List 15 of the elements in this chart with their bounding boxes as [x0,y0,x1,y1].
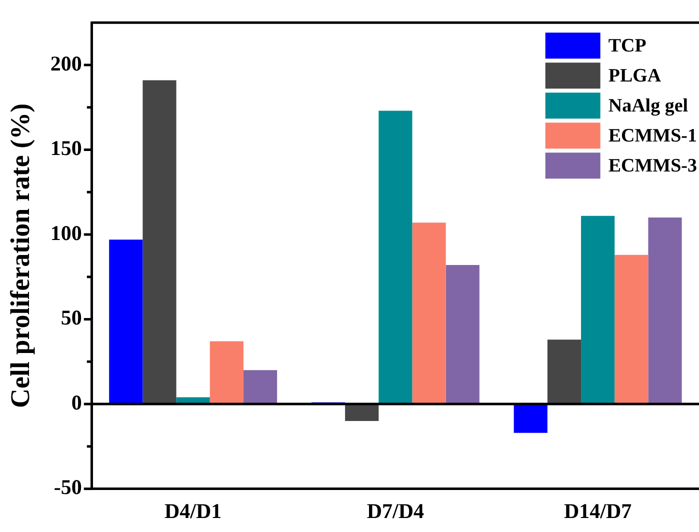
legend-label: TCP [608,36,647,57]
y-tick-label: 200 [50,51,82,76]
y-tick-label: 150 [50,136,82,160]
y-tick-label: -50 [54,475,82,500]
x-tick-label: D4/D1 [164,498,222,523]
legend-label: ECMMS-1 [608,126,697,147]
legend-label: NaAlg gel [608,96,688,117]
y-tick-label: 100 [50,220,82,245]
legend-label: ECMMS-3 [608,156,697,177]
x-tick-label: D7/D4 [366,498,425,523]
y-tick-label: 0 [71,390,82,414]
x-tick-label: D14/D7 [564,498,632,523]
y-axis-title: Cell proliferation rate (%) [5,103,36,408]
y-tick-label: 50 [60,306,82,330]
legend-label: PLGA [608,66,662,87]
